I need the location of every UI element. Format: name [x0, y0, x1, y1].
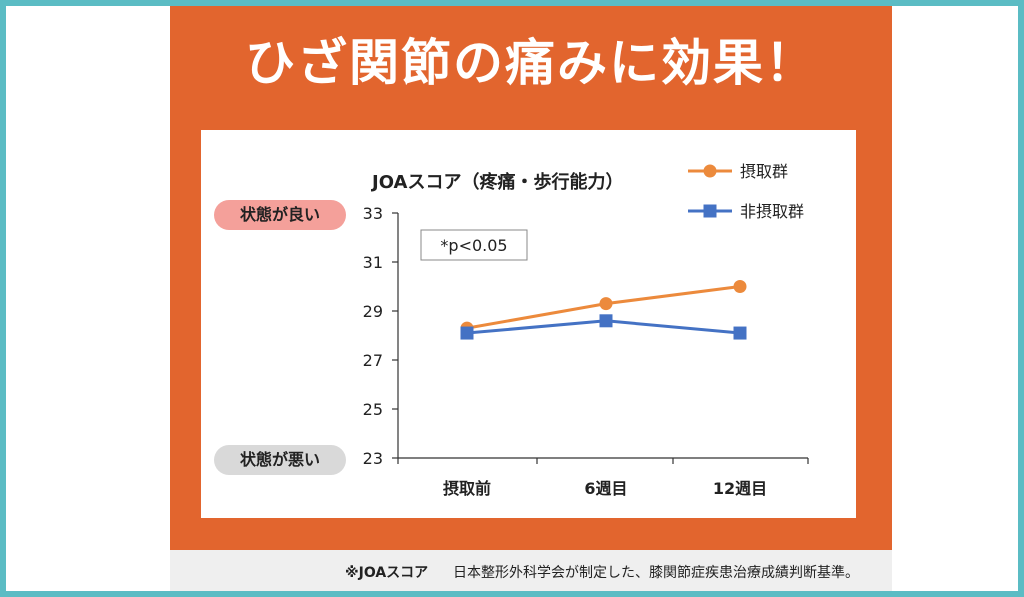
- y-tick-label: 31: [363, 253, 383, 272]
- y-tick-label: 33: [363, 204, 383, 223]
- chart-title: JOAスコア（疼痛・歩行能力）: [370, 171, 623, 193]
- data-point-2: [733, 326, 747, 340]
- y-tick-label: 23: [363, 449, 383, 468]
- footnote-text: 日本整形外科学会が制定した、膝関節症疾患治療成績判断基準。: [453, 565, 859, 581]
- x-category-label: 6週目: [584, 479, 627, 498]
- annotation-text: *p<0.05: [440, 236, 507, 255]
- legend-marker-1: [703, 164, 717, 178]
- data-point-1: [599, 297, 613, 311]
- data-point-2: [460, 326, 474, 340]
- footnote-bar: ※JOAスコア 日本整形外科学会が制定した、膝関節症疾患治療成績判断基準。: [170, 550, 892, 591]
- annotation-box: [420, 229, 528, 261]
- bad-condition-badge: 状態が悪い: [214, 445, 346, 475]
- good-condition-badge: 状態が良い: [214, 200, 346, 230]
- y-tick-label: 25: [363, 400, 383, 419]
- data-point-1: [733, 280, 747, 293]
- legend-marker-2: [703, 204, 717, 218]
- y-tick-label: 27: [363, 351, 383, 370]
- legend-label-2: 非摂取群: [740, 202, 804, 221]
- x-category-label: 12週目: [713, 479, 767, 498]
- headline: ひざ関節の痛みに効果！: [245, 34, 817, 92]
- legend-label-1: 摂取群: [740, 162, 788, 181]
- data-point-2: [599, 314, 613, 328]
- x-category-label: 摂取前: [443, 479, 491, 498]
- y-tick-label: 29: [363, 302, 383, 321]
- footnote-label: ※JOAスコア: [345, 565, 429, 581]
